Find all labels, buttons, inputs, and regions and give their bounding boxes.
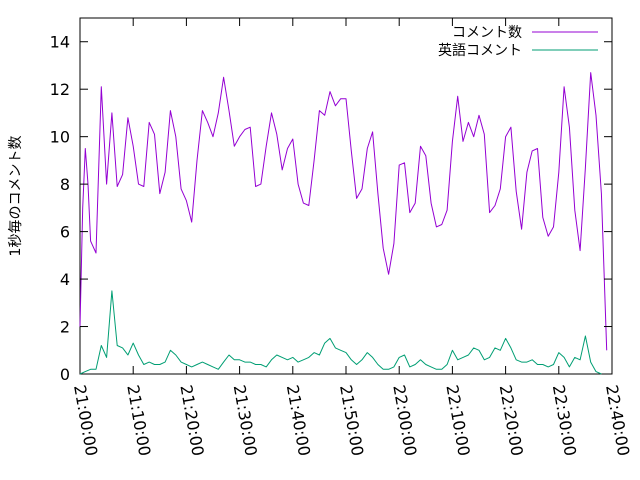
y-tick-label: 2 [60,318,70,337]
series-layer [79,72,608,375]
legend-label-2: 英語コメント [438,42,522,59]
series-line-2 [79,290,602,375]
series-line-1 [79,72,608,351]
legend-label-1: コメント数 [452,25,522,41]
y-tick-label: 10 [50,128,70,147]
y-tick-label: 14 [50,33,70,52]
y-tick-label: 6 [60,223,70,242]
y-tick-label: 12 [50,80,70,99]
y-axis-label: 1秒毎のコメント数 [8,136,24,257]
y-tick-label: 8 [60,175,70,194]
y-tick-label: 0 [60,365,70,384]
y-tick-label: 4 [60,270,70,289]
